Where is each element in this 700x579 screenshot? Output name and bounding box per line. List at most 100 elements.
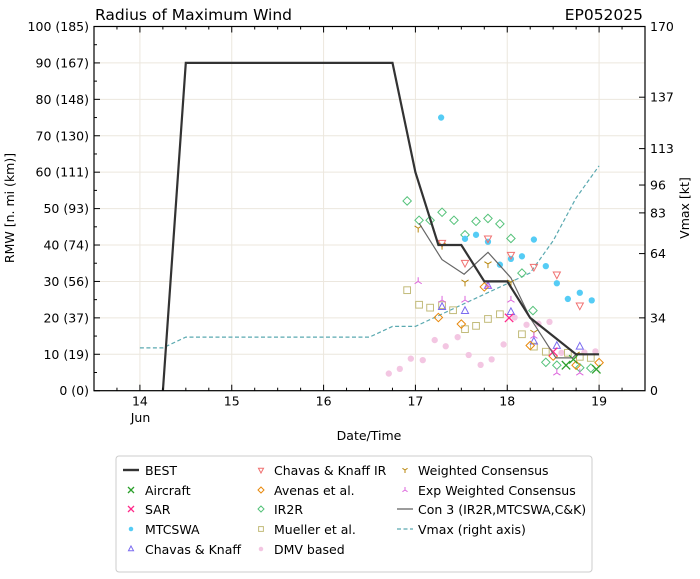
mtcswa-point (472, 231, 480, 238)
chavas-knaff-point (437, 301, 447, 310)
mueller-et-al-point (586, 354, 595, 362)
y-tick-label: 70 (130) (36, 128, 90, 143)
chavas-knaff-ir-point (483, 235, 493, 244)
mueller-et-al-point (415, 300, 423, 309)
exp-weighted-consensus-point (507, 295, 515, 303)
aircraft-point (568, 354, 579, 365)
y-tick-label: 80 (148) (36, 92, 90, 107)
mueller-et-al-point (461, 325, 469, 334)
vmax-right-axis-line (139, 165, 600, 349)
legend-item-exp-weighted-consensus: Exp Weighted Consensus (402, 483, 576, 498)
legend-label: Vmax (right axis) (418, 522, 526, 537)
x-month-label: Jun (130, 410, 151, 425)
dmv-based-point (442, 343, 449, 350)
legend-label: IR2R (274, 502, 303, 517)
dmv-based-point (558, 349, 565, 356)
dmv-based-point (546, 318, 553, 326)
series-mueller-et-al (403, 286, 595, 362)
legend-label: Con 3 (IR2R,MTCSWA,C&K) (418, 502, 586, 517)
legend-item-sar: SAR (127, 502, 171, 517)
y-tick-label: 50 (93) (43, 201, 89, 216)
exp-weighted-consensus-point (575, 368, 584, 376)
exp-weighted-consensus-point (414, 277, 423, 285)
ir2r-point (471, 216, 481, 227)
dmv-based-point (523, 321, 530, 328)
y2-tick-label: 170 (650, 19, 674, 34)
chavas-knaff-point (575, 341, 585, 350)
y2-tick-label: 34 (650, 310, 666, 325)
legend-label: Chavas & Knaff IR (274, 463, 387, 478)
mueller-et-al-point (541, 347, 550, 356)
y2-tick-label: 83 (650, 205, 666, 220)
legend-swatch (257, 467, 265, 475)
legend-item-ir2r: IR2R (257, 502, 303, 517)
legend-swatch (127, 486, 135, 494)
y-tick-label: 0 (0) (59, 383, 89, 398)
mtcswa-point (530, 236, 538, 243)
dmv-based-point (431, 336, 438, 344)
legend-item-chavas-knaff: Chavas & Knaff (127, 542, 241, 557)
chavas-knaff-ir-point (460, 259, 470, 269)
legend-label: Aircraft (145, 483, 191, 498)
ir2r-point (414, 215, 424, 226)
legend-item-mtcswa: MTCSWA (128, 522, 200, 537)
legend-box (115, 455, 593, 573)
mtcswa-point (542, 262, 549, 270)
y2-tick-label: 137 (650, 90, 674, 105)
y-tick-label: 30 (56) (43, 274, 89, 289)
ir2r-point (528, 305, 538, 316)
exp-weighted-consensus-point (552, 368, 561, 376)
y-tick-label: 100 (185) (28, 19, 89, 34)
ir2r-point (551, 360, 562, 371)
series-vmax-right-axis (139, 165, 600, 349)
y-tick-label: 90 (167) (36, 55, 90, 70)
legend-label: SAR (145, 502, 171, 517)
chavas-knaff-point (529, 336, 539, 345)
y-tick-label: 10 (19) (43, 347, 89, 362)
legend-item-vmax-right-axis: Vmax (right axis) (397, 522, 526, 537)
legend-label: Weighted Consensus (418, 463, 549, 478)
ir2r-point (437, 207, 447, 218)
y2-tick-label: 96 (650, 178, 666, 193)
y2-axis-label: Vmax [kt] (677, 177, 692, 239)
y2-tick-label: 64 (650, 246, 666, 261)
dmv-based-point (592, 348, 599, 355)
ir2r-point (540, 357, 551, 368)
ir2r-point (506, 233, 516, 244)
mueller-et-al-point (449, 306, 457, 315)
legend-item-avenas-et-al: Avenas et al. (257, 483, 355, 498)
mueller-et-al-point (426, 303, 434, 312)
storm-id: EP052025 (565, 6, 643, 24)
mtcswa-point (518, 253, 526, 260)
mueller-et-al-point (484, 315, 492, 323)
y-tick-label: 40 (74) (43, 238, 89, 253)
legend-item-weighted-consensus: Weighted Consensus (402, 463, 549, 478)
series-con-3-ir2r-mtcswa-c-k (418, 222, 577, 359)
mtcswa-point (461, 235, 469, 242)
y-axis-label: RMW [n. mi (km)] (2, 153, 17, 263)
dmv-based-point (488, 356, 495, 363)
avenas-et-al-point (571, 360, 582, 371)
avenas-et-al-point (456, 319, 467, 329)
legend-label: BEST (145, 463, 177, 478)
legend: BEST Aircraft SAR MTCSWA Chavas & Knaff Chava… (115, 455, 593, 573)
dmv-based-point (454, 334, 461, 341)
y-tick-label: 60 (111) (36, 165, 90, 180)
legend-swatch (402, 467, 408, 473)
exp-weighted-consensus-point (438, 295, 446, 303)
y2-tick-label: 113 (650, 141, 674, 156)
x-tick-label: 17 (407, 394, 423, 409)
legend-label: Chavas & Knaff (145, 542, 241, 557)
series-avenas-et-al (433, 281, 604, 371)
exp-weighted-consensus-point (461, 295, 469, 303)
x-tick-label: 19 (591, 394, 607, 409)
legend-label: Exp Weighted Consensus (418, 483, 576, 498)
x-tick-label: 14 (132, 394, 148, 409)
legend-item-chavas-knaff-ir: Chavas & Knaff IR (257, 463, 387, 478)
dmv-based-point (419, 356, 426, 364)
dmv-based-point (465, 351, 472, 359)
series-exp-weighted-consensus (414, 277, 584, 376)
mtcswa-point (553, 280, 560, 287)
weighted-consensus-point (484, 261, 492, 269)
mueller-et-al-point (518, 330, 526, 339)
